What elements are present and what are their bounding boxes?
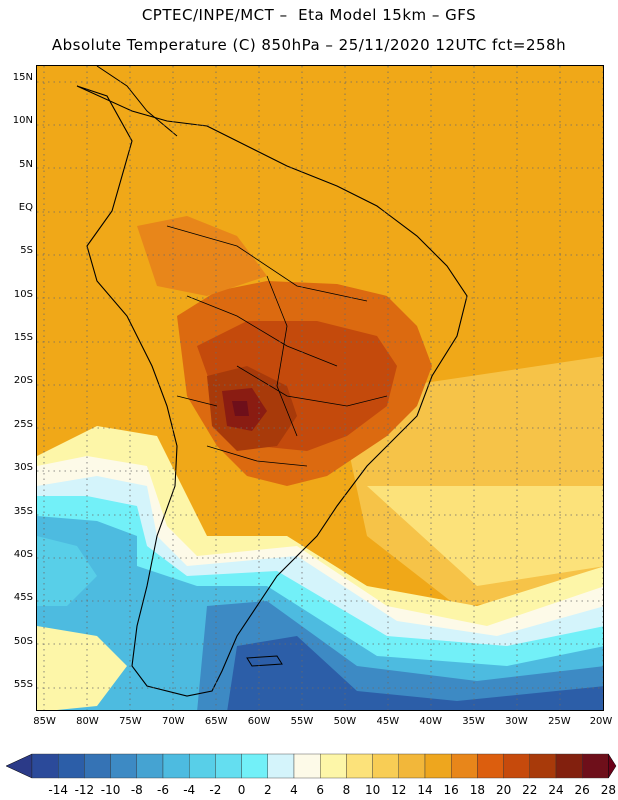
colorbar-swatch [31,753,59,779]
colorbar-swatch [110,753,137,779]
colorbar-swatch [136,753,164,779]
colorbar-swatch [451,753,478,779]
pacific-south-yellow [37,626,127,710]
colorbar-tick-label: 2 [263,783,272,797]
colorbar-tick-label: 4 [290,783,298,797]
colorbar-swatch [503,753,531,779]
temperature-map [37,66,603,710]
colorbar [5,753,617,779]
country-borders [166,225,388,467]
chart-title-line2: Absolute Temperature (C) 850hPa – 25/11/… [51,36,567,54]
colorbar-swatch [555,753,583,779]
colorbar-swatch [424,753,452,779]
colorbar-tick-label: -14 [48,783,68,797]
colorbar-tick-label: 24 [548,783,564,797]
colorbar-tick-label: 16 [443,783,459,797]
lon-tick-label: 50W [333,716,357,727]
lon-tick-label: 45W [376,716,400,727]
map-panel[interactable] [36,65,604,711]
lat-tick-label: 50S [13,635,33,647]
colorbar-tick-label: 10 [364,783,381,797]
lat-tick-label: 30S [13,462,33,474]
central-america-coastline [96,66,178,137]
lat-tick-label: 20S [13,375,33,387]
colorbar-swatch [188,753,216,779]
andes-north-warm [137,216,267,296]
lon-tick-label: 25W [548,716,571,727]
chart-title-line1: CPTEC/INPE/MCT – Eta Model 15km – GFS [141,6,477,24]
lon-tick-label: 80W [76,716,99,727]
lat-tick-label: 10N [12,115,33,127]
lon-tick-label: 30W [505,716,528,727]
lat-tick-label: 45S [13,592,33,604]
colorbar-swatch [162,753,190,779]
colorbar-over-arrow [608,753,617,779]
colorbar-tick-label: 18 [469,783,486,797]
colorbar-swatch [398,753,426,779]
colorbar-tick-label: 14 [417,783,433,797]
colorbar-swatch [372,753,400,779]
colorbar-swatch [267,753,295,779]
lon-tick-label: 20W [589,716,613,727]
lon-tick-label: 55W [290,716,314,727]
lon-tick-label: 60W [247,716,271,727]
lon-tick-label: 70W [161,716,185,727]
colorbar-swatch [346,753,373,779]
colorbar-swatch [58,753,85,779]
colorbar-tick-label: 12 [391,783,407,797]
colorbar-tick-label: -12 [74,783,95,797]
south-blue-band [37,516,603,710]
colorbar-swatch [241,753,269,779]
lat-tick-label: 15S [13,332,33,344]
colorbar-tick-label: 0 [237,783,246,797]
heat-center [232,401,249,416]
colorbar-tick-label: -6 [157,783,169,797]
lon-tick-label: 65W [204,716,228,727]
colorbar-tick-label: -8 [130,783,143,797]
colorbar-swatch [215,753,242,779]
colorbar-swatch [320,753,347,779]
lat-tick-label: 5S [20,245,33,257]
lon-tick-label: 85W [33,716,56,727]
colorbar-swatch [477,753,504,779]
colorbar-tick-label: -4 [183,783,196,797]
atlantic-pale-yellow [367,486,603,586]
pacific-cyan-patch [37,536,97,606]
south-america-coastline [76,85,468,697]
colorbar-swatch [293,753,321,779]
lat-tick-label: 25S [13,418,33,430]
lon-tick-label: 40W [419,716,442,727]
colorbar-tick-label: 26 [574,783,590,797]
colorbar-tick-label: 8 [342,783,351,797]
lat-tick-label: 55S [13,678,33,690]
lon-tick-label: 35W [462,716,485,727]
graticule [37,66,603,710]
south-darkest-band [227,636,603,710]
lat-tick-label: 40S [13,548,33,560]
colorbar-tick-label: 28 [600,783,617,797]
lat-tick-label: 10S [13,288,33,300]
colorbar-tick-label: 6 [316,783,324,797]
lat-tick-label: 5N [19,158,33,170]
lat-tick-label: EQ [18,202,33,214]
falklands-coastline [246,655,283,667]
colorbar-swatch [582,753,609,779]
colorbar-tick-label: 22 [522,783,538,797]
lat-tick-label: 35S [13,505,33,517]
lon-tick-label: 75W [119,716,142,727]
colorbar-under-arrow [5,753,33,779]
colorbar-tick-label: -2 [209,783,222,797]
colorbar-swatch [529,753,557,779]
colorbar-tick-label: -10 [100,783,121,797]
lat-tick-label: 15N [12,72,33,83]
colorbar-swatch [84,753,111,779]
colorbar-tick-label: 20 [495,783,512,797]
